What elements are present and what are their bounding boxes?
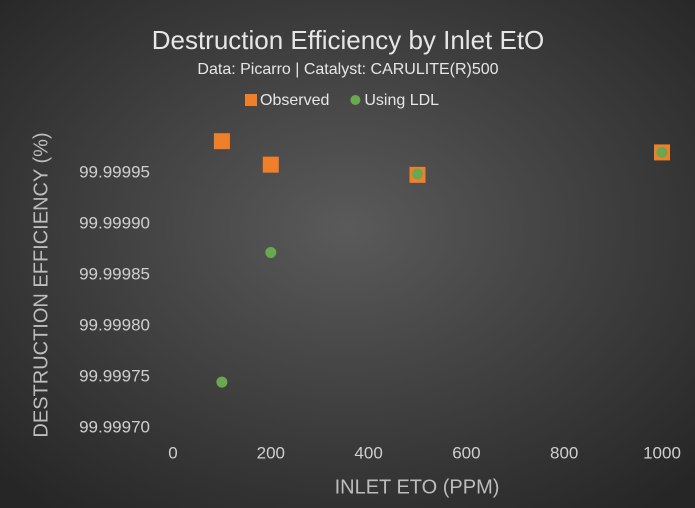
y-tick-label: 99.99985	[79, 264, 150, 283]
point	[412, 168, 423, 180]
point	[265, 246, 277, 258]
y-tick-label: 99.99980	[79, 315, 150, 334]
legend-marker	[350, 95, 361, 105]
point	[216, 376, 228, 388]
point	[262, 156, 279, 173]
point	[656, 146, 668, 158]
x-axis-label: INLET ETO (PPM)	[335, 476, 500, 498]
y-tick-label: 99.99995	[79, 162, 150, 181]
legend-label: Observed	[260, 92, 329, 109]
y-tick-label: 99.99990	[79, 213, 150, 232]
chart-subtitle: Data: Picarro | Catalyst: CARULITE(R)500	[197, 61, 498, 78]
point	[213, 133, 230, 150]
y-tick-label: 99.99975	[79, 366, 150, 385]
y-axis-label: DESTRUCTION EFFICIENCY (%)	[30, 132, 52, 437]
x-tick-label: 200	[257, 443, 285, 462]
chart-title: Destruction Efficiency by Inlet EtO	[152, 25, 545, 55]
x-tick-label: 600	[452, 443, 480, 462]
x-tick-label: 400	[354, 443, 382, 462]
x-tick-label: 800	[550, 443, 578, 462]
x-tick-label: 0	[168, 443, 177, 462]
legend-marker	[245, 94, 257, 106]
y-tick-label: 99.99970	[79, 417, 150, 436]
legend-label: Using LDL	[364, 92, 439, 109]
x-tick-label: 1000	[643, 443, 681, 462]
